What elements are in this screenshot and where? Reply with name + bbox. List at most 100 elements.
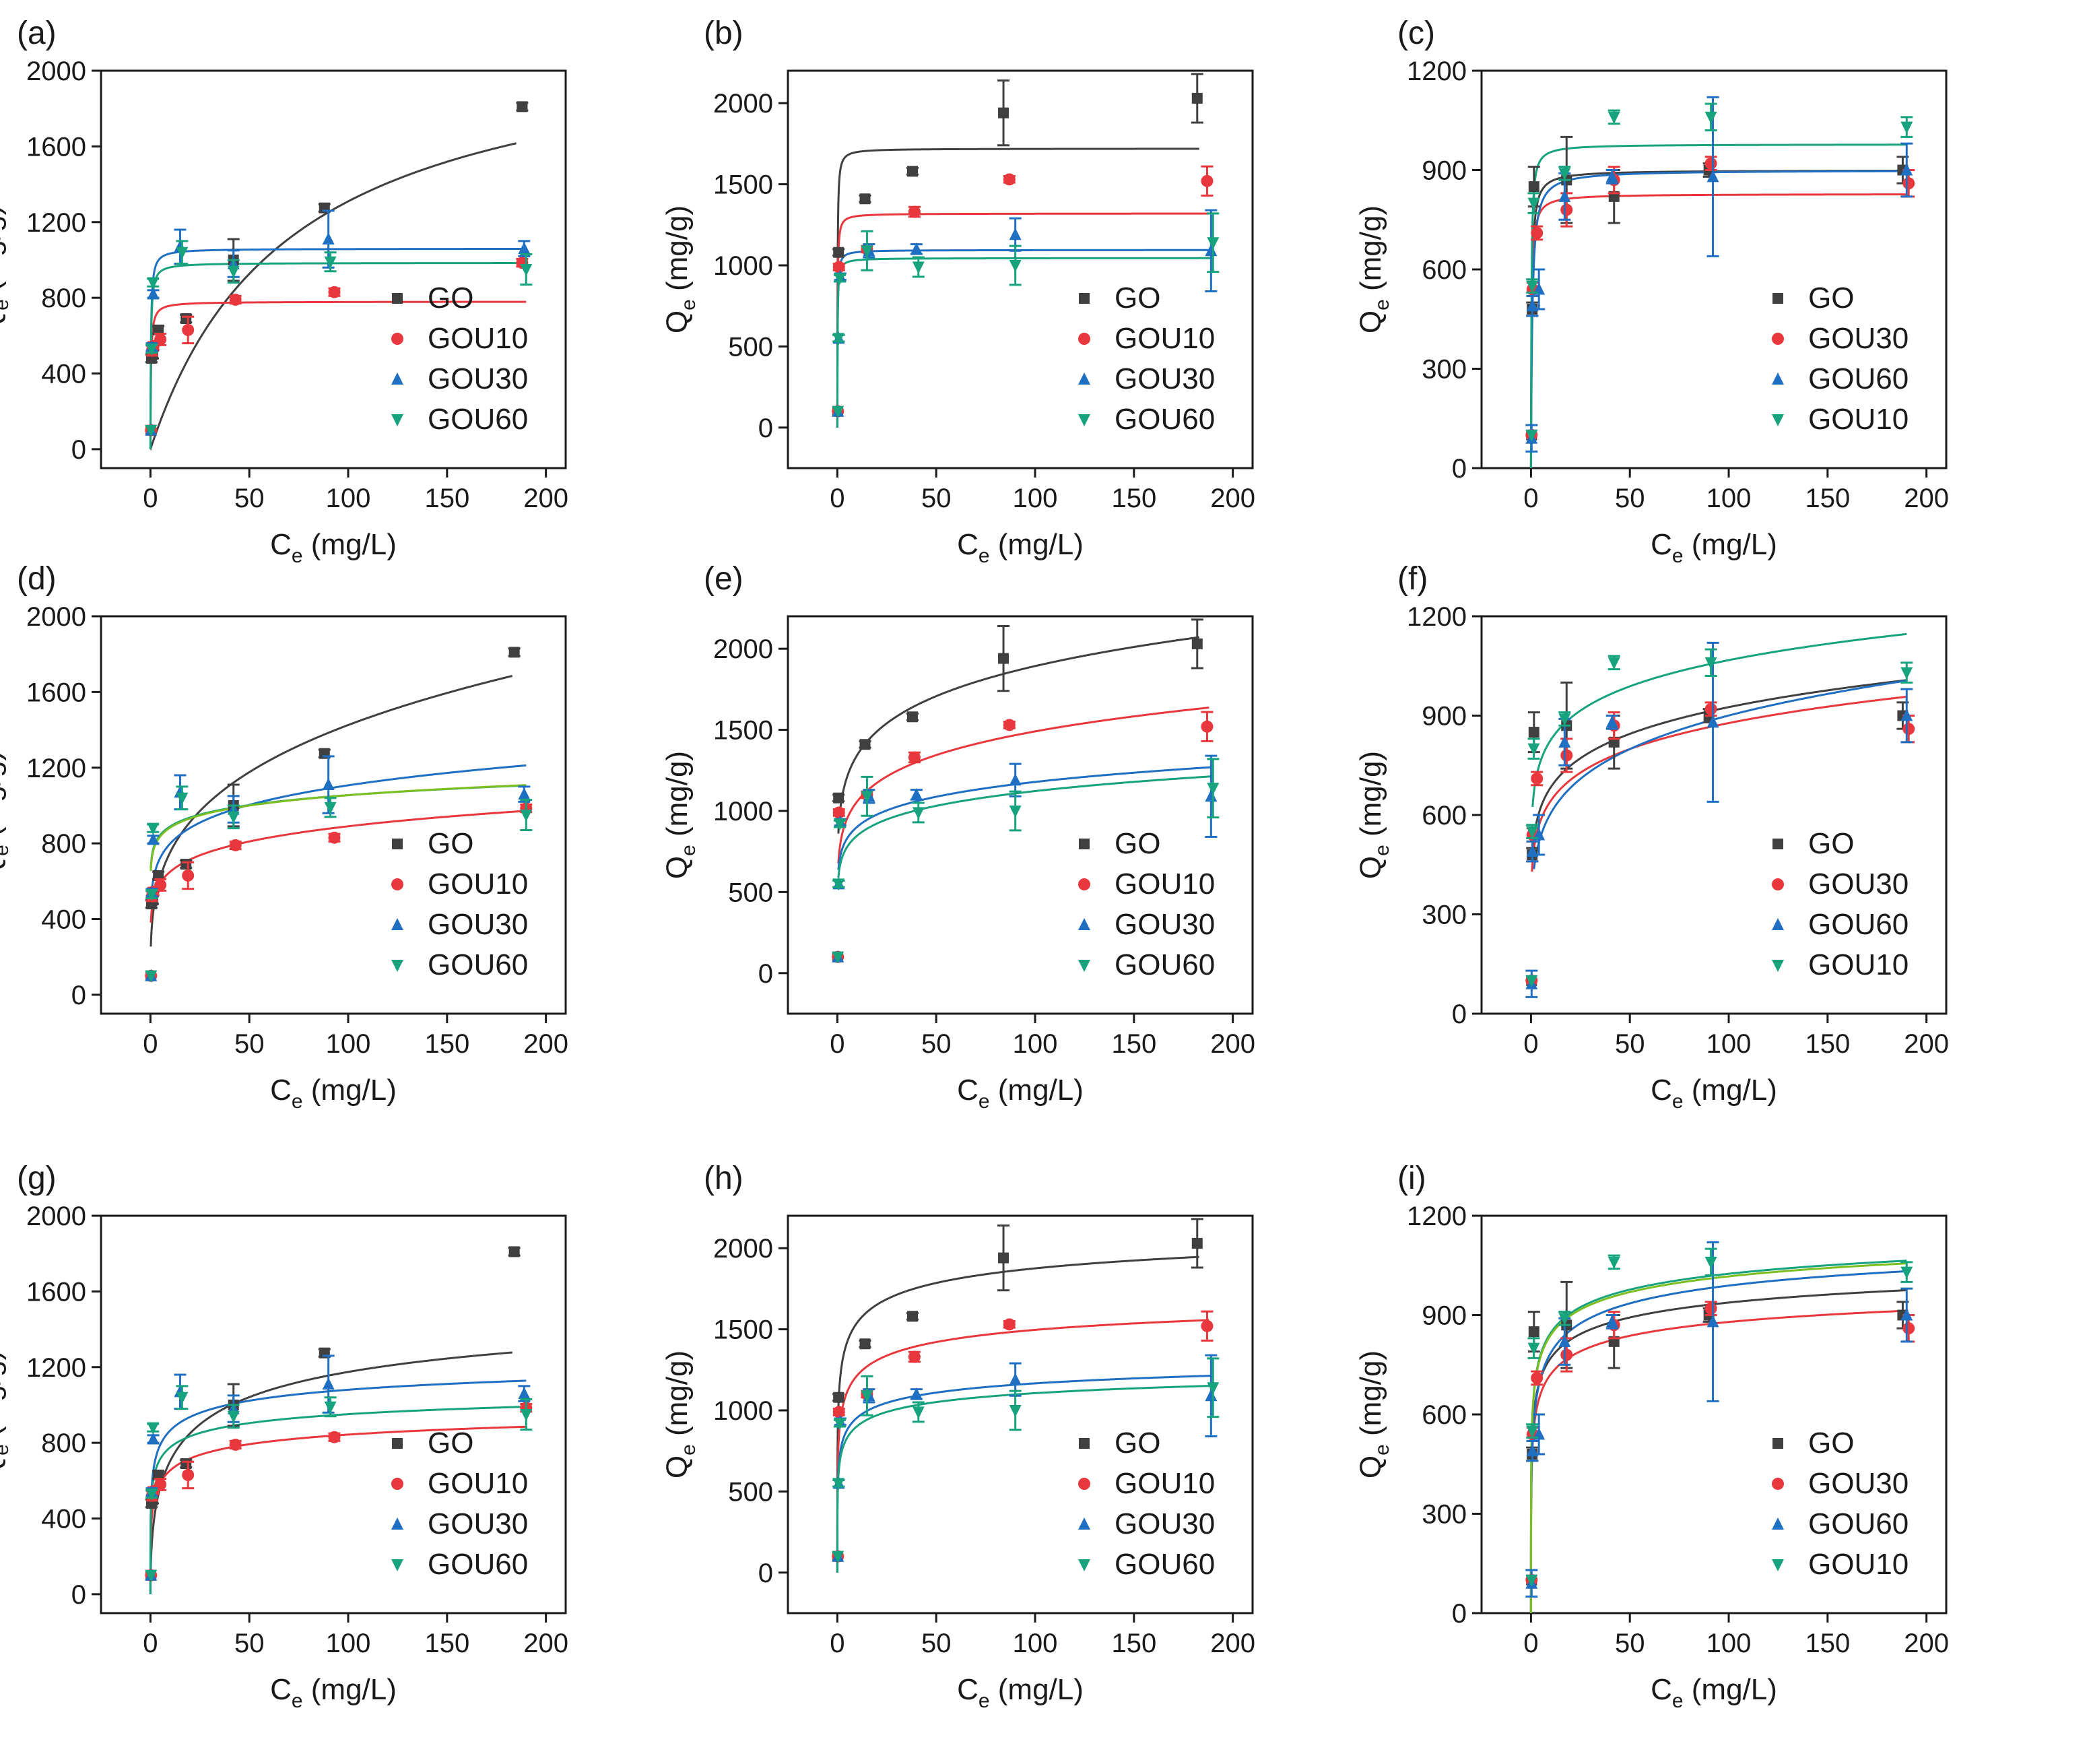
data-point [833,792,844,804]
plot-frame [787,1214,1254,1614]
legend-label: GOU30 [1808,1467,1909,1500]
data-point [1607,111,1620,124]
x-tick-label: 150 [1111,1029,1156,1059]
panel-label: (c) [1397,15,1435,51]
data-point [1900,667,1913,680]
y-tick-label: 1600 [26,678,86,707]
x-tick-label: 200 [1210,484,1255,513]
data-point [1772,878,1784,890]
x-tick-label: 0 [143,1629,158,1658]
legend-label: GOU60 [1808,1507,1909,1540]
y-axis-label-base: Q [661,1456,694,1478]
x-tick-label: 150 [1805,1029,1850,1059]
x-axis-label-unit: (mg/L) [990,1074,1084,1107]
fit-curve-gou10 [836,212,1209,428]
data-point [1078,1559,1090,1571]
data-point [1078,333,1090,345]
legend-label: GOU30 [1808,322,1909,355]
legend-label: GOU10 [1808,1548,1909,1581]
y-tick-label: 1500 [713,1315,773,1345]
legend-label: GOU30 [428,1507,528,1540]
legend: GO GOU10 GOU30 GOU60 [1078,282,1215,436]
x-axis-label-sub: e [1672,545,1684,567]
data-point [1009,773,1022,786]
x-axis-label-unit: (mg/L) [1684,1074,1777,1107]
data-point [906,166,918,177]
data-point [912,1406,925,1419]
data-point [1009,259,1022,272]
data-point [1900,1266,1913,1279]
y-tick-label: 600 [1422,1400,1467,1430]
y-axis-label-sub: e [1371,1444,1393,1456]
data-point [1605,1315,1618,1328]
legend-label: GO [1808,282,1854,315]
data-point [1607,1256,1620,1269]
y-tick-label: 0 [71,981,86,1010]
y-tick-label: 1000 [713,1396,773,1426]
x-axis-label-unit: (mg/L) [303,1074,397,1107]
x-tick-label: 50 [234,1029,265,1059]
data-point [1560,203,1573,216]
x-tick-label: 150 [1111,1629,1156,1658]
data-point [912,807,925,820]
data-point [861,245,873,258]
x-tick-label: 50 [921,1029,952,1059]
data-point [182,1468,195,1481]
data-point [180,1458,192,1470]
y-tick-label: 1600 [26,1277,86,1307]
x-tick-label: 100 [1706,484,1752,513]
data-point [832,806,845,819]
data-point [517,101,528,112]
series-gou60 [832,212,1220,418]
data-point [1900,163,1913,176]
data-point [391,918,403,930]
data-point [1078,1478,1090,1490]
data-point [145,424,158,437]
x-tick-label: 100 [1013,1029,1058,1059]
data-point [391,878,403,890]
data-point [1704,703,1717,715]
data-point [1079,293,1090,304]
x-axis-label-base: C [1651,1673,1672,1706]
data-point [1525,975,1538,987]
x-tick-label: 0 [830,484,844,513]
y-tick-label: 500 [728,1477,773,1507]
x-tick-label: 200 [523,484,568,513]
x-tick-label: 100 [1013,1629,1058,1658]
legend-label: GO [428,827,473,860]
x-tick-label: 200 [1210,1029,1255,1059]
data-point [1528,727,1539,738]
x-axis-label-unit: (mg/L) [1684,1673,1777,1706]
series-gou30 [1525,156,1915,441]
data-point [182,323,195,336]
x-tick-label: 150 [424,484,469,513]
panel-label: (f) [1397,561,1428,597]
data-point [1003,719,1016,731]
y-tick-label: 1200 [1407,1202,1467,1231]
data-point [1078,878,1090,890]
y-axis-label-unit: (mg/g) [1354,1350,1387,1444]
series-gou10 [1525,102,1913,442]
data-point [1003,1318,1016,1331]
y-axis-label: Qe (mg/g) [0,205,13,333]
x-axis-label-base: C [270,1074,292,1107]
data-point [833,818,846,831]
data-point [1078,414,1090,426]
data-point [832,1406,845,1418]
y-axis-label-sub: e [677,299,700,311]
legend-label: GO [428,1427,473,1460]
panel-label: (b) [704,15,743,51]
data-point [1902,1322,1915,1335]
data-point [912,261,925,274]
x-tick-label: 150 [1805,1629,1850,1658]
y-tick-label: 600 [1422,255,1467,285]
legend-label: GOU30 [1115,908,1215,941]
data-point [1605,170,1618,183]
x-axis-label: Ce (mg/L) [1651,528,1777,567]
legend: GO GOU10 GOU30 GOU60 [1078,827,1215,981]
fit-curve-gou10 [836,1319,1209,1573]
data-point [859,1338,871,1350]
legend-label: GO [1115,1427,1160,1460]
data-point [1078,960,1090,972]
